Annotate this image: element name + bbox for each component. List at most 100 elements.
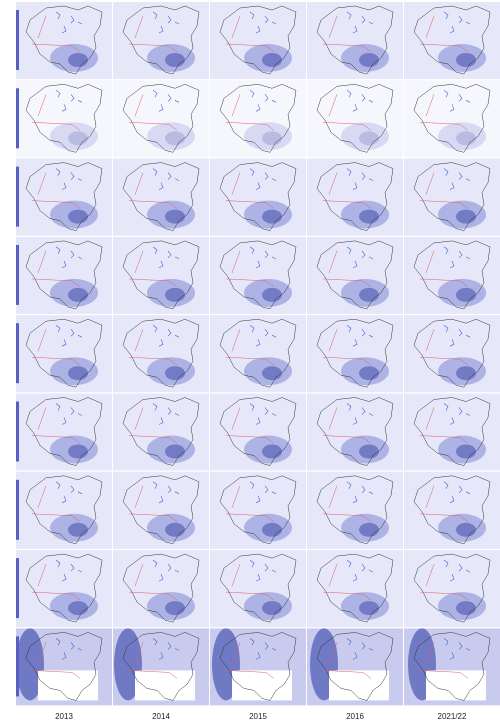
map-panel bbox=[307, 471, 403, 549]
lakes bbox=[249, 246, 277, 269]
border bbox=[322, 485, 372, 522]
border bbox=[31, 564, 81, 601]
border bbox=[322, 172, 372, 209]
coastline bbox=[219, 553, 297, 623]
border bbox=[31, 642, 81, 679]
map-panel bbox=[16, 315, 112, 393]
lakes bbox=[346, 559, 374, 582]
border bbox=[128, 15, 178, 53]
map-panel bbox=[113, 2, 209, 79]
border bbox=[322, 642, 372, 679]
column-label: 2021/22 bbox=[437, 712, 467, 721]
concentration-field bbox=[68, 601, 88, 616]
map-panel bbox=[307, 2, 403, 79]
panel-background bbox=[307, 80, 403, 158]
border bbox=[31, 329, 81, 366]
border bbox=[225, 329, 275, 366]
concentration-field bbox=[165, 601, 185, 616]
border bbox=[128, 329, 178, 366]
border bbox=[225, 642, 275, 679]
map-panel bbox=[16, 158, 112, 236]
map-panel bbox=[210, 2, 306, 79]
border bbox=[225, 15, 275, 53]
lakes bbox=[249, 168, 277, 190]
concentration-field bbox=[329, 670, 389, 701]
concentration-field bbox=[359, 131, 379, 146]
coastline bbox=[413, 162, 491, 231]
border bbox=[419, 172, 469, 209]
coastline bbox=[316, 318, 394, 388]
map-panel bbox=[307, 315, 403, 393]
coastline bbox=[25, 162, 103, 231]
map-panel bbox=[113, 550, 209, 628]
map-panel bbox=[404, 550, 500, 628]
lakes bbox=[152, 638, 180, 660]
border bbox=[31, 485, 81, 522]
lakes bbox=[443, 90, 471, 112]
coastline bbox=[122, 475, 200, 545]
concentration-field bbox=[456, 287, 476, 302]
coastline bbox=[25, 5, 103, 75]
map-panel bbox=[210, 393, 306, 471]
lakes bbox=[249, 403, 277, 425]
concentration-field bbox=[456, 522, 476, 537]
concentration-field bbox=[244, 122, 292, 151]
concentration-field bbox=[38, 670, 98, 701]
concentration-field bbox=[341, 122, 389, 151]
border bbox=[31, 407, 81, 444]
map-panel bbox=[404, 236, 500, 314]
map-panel bbox=[307, 393, 403, 471]
concentration-field bbox=[135, 670, 195, 701]
border bbox=[322, 94, 372, 131]
concentration-field bbox=[359, 209, 379, 224]
concentration-field bbox=[165, 444, 185, 459]
concentration-field bbox=[165, 53, 185, 67]
map-panel bbox=[113, 236, 209, 314]
lakes bbox=[249, 638, 277, 660]
concentration-field bbox=[68, 444, 88, 459]
map-panel bbox=[307, 236, 403, 314]
coastline bbox=[413, 475, 491, 545]
map-panel bbox=[210, 628, 306, 706]
coastline bbox=[316, 240, 394, 310]
colorbar bbox=[16, 244, 19, 305]
border bbox=[419, 642, 469, 679]
lakes bbox=[249, 11, 277, 34]
coastline bbox=[122, 397, 200, 466]
map-panel bbox=[16, 236, 112, 314]
lakes bbox=[249, 481, 277, 504]
map-panel bbox=[210, 158, 306, 236]
lakes bbox=[443, 559, 471, 582]
coastline bbox=[219, 318, 297, 388]
coastline bbox=[219, 5, 297, 75]
border bbox=[322, 15, 372, 53]
border bbox=[128, 172, 178, 209]
coastline bbox=[413, 5, 491, 75]
colorbar bbox=[16, 166, 19, 227]
border bbox=[225, 250, 275, 288]
panel-background bbox=[113, 80, 209, 158]
lakes bbox=[346, 11, 374, 34]
coastline bbox=[25, 632, 103, 701]
coastline bbox=[316, 162, 394, 231]
concentration-field bbox=[262, 53, 282, 67]
colorbar bbox=[16, 323, 19, 384]
coastline bbox=[316, 553, 394, 623]
coastline bbox=[25, 553, 103, 623]
colorbar bbox=[16, 636, 19, 697]
coastline bbox=[122, 318, 200, 388]
border bbox=[419, 485, 469, 522]
lakes bbox=[152, 403, 180, 425]
map-panel bbox=[16, 628, 112, 706]
coastline bbox=[122, 84, 200, 153]
concentration-field bbox=[68, 209, 88, 224]
colorbar bbox=[16, 558, 19, 619]
lakes bbox=[346, 403, 374, 425]
lakes bbox=[55, 403, 83, 425]
coastline bbox=[122, 240, 200, 310]
coastline bbox=[316, 84, 394, 153]
concentration-field bbox=[438, 122, 486, 151]
concentration-field bbox=[262, 287, 282, 302]
column-label: 2013 bbox=[55, 712, 73, 721]
